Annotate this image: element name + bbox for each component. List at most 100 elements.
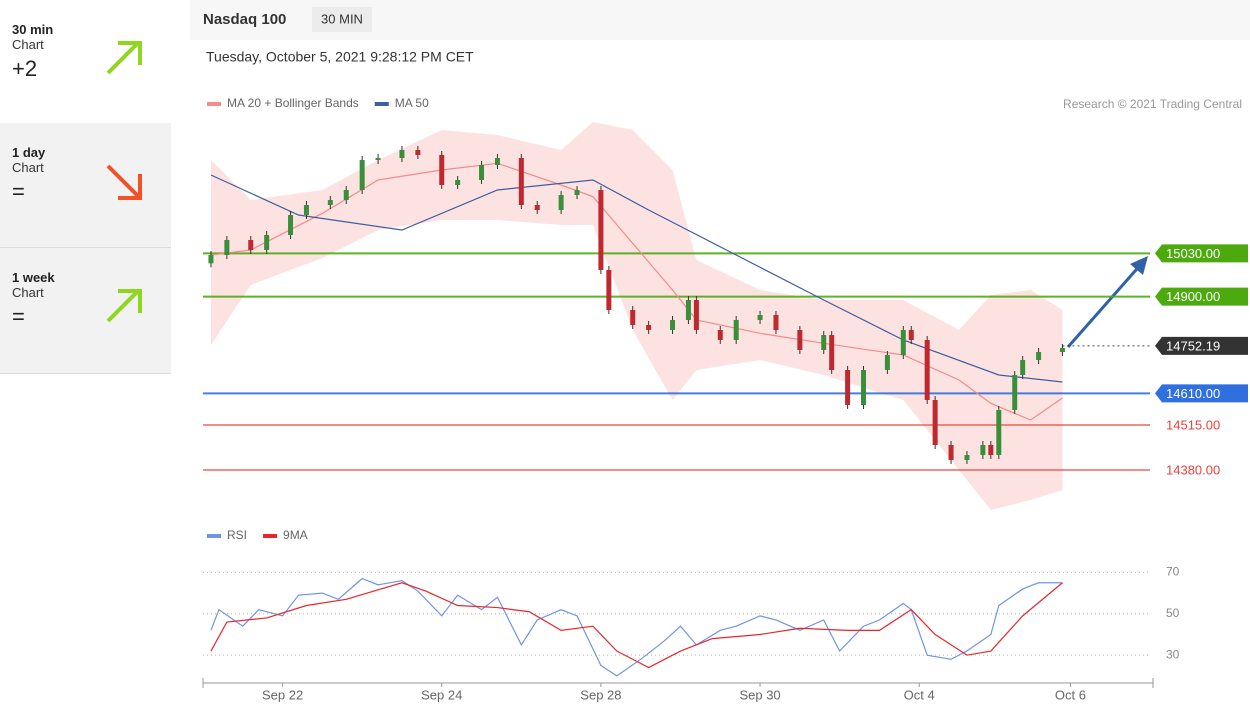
- candle-body: [248, 240, 254, 250]
- moving-average: [210, 174, 1063, 383]
- level-box: [1155, 287, 1248, 306]
- x-tick-label: Oct 6: [1055, 687, 1086, 702]
- sidebar-item[interactable]: 30 min Chart +2: [0, 0, 171, 123]
- symbol: Nasdaq 100: [203, 11, 286, 28]
- level-box: [1155, 384, 1248, 403]
- level-label: 14380.00: [1166, 462, 1220, 477]
- candle-body: [598, 190, 604, 270]
- x-tick-label: Oct 4: [904, 687, 935, 702]
- arrow-up: [106, 289, 142, 323]
- candle-body: [797, 330, 803, 350]
- legend-label: MA 20 + Bollinger Bands: [227, 96, 359, 110]
- candle-body: [980, 445, 986, 455]
- interval[interactable]: 30 MIN: [321, 11, 363, 26]
- sidebar-item[interactable]: 1 day Chart =: [0, 123, 171, 248]
- candle-body: [685, 300, 691, 320]
- y-tick-label: 30: [1166, 647, 1180, 661]
- rsi-line: [210, 577, 1063, 677]
- candle-body: [494, 158, 500, 165]
- y-tick-label: 50: [1166, 606, 1180, 620]
- candle-body: [733, 320, 739, 340]
- candle-body: [693, 300, 699, 330]
- legend-swatch: [374, 102, 389, 106]
- bollinger-band: [210, 122, 1063, 510]
- level-label: 14515.00: [1166, 417, 1220, 432]
- price-panel: 15030.00 14900.00 14752.19 14610.00 14515.00…: [203, 96, 1248, 510]
- candle-body: [359, 160, 365, 190]
- forecast-arrow: [1066, 261, 1145, 348]
- label: Chart: [12, 37, 44, 52]
- candle-body: [884, 355, 890, 370]
- candle-body: [574, 190, 580, 195]
- candle-body: [264, 235, 270, 250]
- candle-body: [439, 155, 445, 185]
- y-tick-label: 70: [1166, 565, 1180, 579]
- candle-body: [845, 370, 851, 405]
- value: =: [12, 304, 25, 329]
- level-label: 14610.00: [1166, 386, 1220, 401]
- candle-body: [518, 158, 524, 205]
- candle-body: [630, 310, 636, 325]
- moving-average: [210, 162, 1063, 421]
- candle-body: [900, 330, 906, 355]
- candle-body: [415, 150, 421, 155]
- candle-body: [399, 150, 405, 158]
- candle-body: [534, 205, 540, 210]
- candle-body: [964, 455, 970, 460]
- candle-body: [303, 205, 309, 215]
- candle-body: [821, 335, 827, 350]
- level-box: [1155, 336, 1248, 355]
- candle-body: [606, 270, 612, 310]
- candle-body: [455, 180, 461, 185]
- candle-body: [670, 320, 676, 330]
- credit: Research © 2021 Trading Central: [1063, 97, 1242, 111]
- level-label: 15030.00: [1166, 246, 1220, 261]
- candle-body: [208, 255, 214, 264]
- candle-body: [1036, 352, 1042, 360]
- sidebar-item[interactable]: 1 week Chart =: [0, 248, 171, 374]
- legend-swatch: [263, 534, 278, 538]
- candle-body: [932, 400, 938, 445]
- candle-body: [224, 240, 230, 255]
- candle-body: [288, 215, 294, 235]
- value: =: [12, 179, 25, 204]
- timestamp: Tuesday, October 5, 2021 9:28:12 PM CET: [206, 49, 474, 65]
- candle-body: [717, 330, 723, 340]
- rsi-line: [210, 582, 1063, 669]
- label: Chart: [12, 160, 44, 175]
- level-label: 14900.00: [1166, 289, 1220, 304]
- legend-label: MA 50: [395, 96, 429, 110]
- x-tick-label: Sep 22: [262, 687, 303, 702]
- candle-body: [1020, 360, 1026, 375]
- period: 1 week: [12, 270, 55, 285]
- x-tick-label: Sep 30: [739, 687, 780, 702]
- candle-body: [558, 195, 564, 210]
- candle-body: [479, 165, 485, 180]
- candle-body: [343, 190, 349, 200]
- candle-body: [861, 370, 867, 405]
- rsi-panel: 30 50 70 Sep 22 Sep 24 Sep 28 Sep 30 Oct 4 Oct 6…: [202, 528, 1180, 702]
- candle-body: [1059, 348, 1065, 352]
- candle-body: [948, 445, 954, 460]
- arrow-up: [106, 41, 142, 75]
- candle-body: [757, 315, 763, 320]
- level-label: 14752.19: [1166, 338, 1220, 353]
- legend-swatch: [207, 102, 221, 106]
- legend-label: RSI: [227, 528, 247, 542]
- candle-body: [375, 158, 381, 160]
- candle-body: [829, 335, 835, 370]
- candle-body: [646, 325, 652, 330]
- candle-body: [773, 315, 779, 330]
- legend-swatch: [207, 534, 221, 538]
- forecast-arrowhead: [1130, 256, 1148, 275]
- candle-body: [908, 330, 914, 340]
- value: +2: [12, 56, 38, 81]
- candle-body: [988, 445, 994, 455]
- candle-body: [1012, 375, 1018, 410]
- arrow-down: [106, 164, 142, 200]
- period: 1 day: [12, 145, 46, 160]
- candle-body: [924, 340, 930, 400]
- period: 30 min: [12, 22, 54, 37]
